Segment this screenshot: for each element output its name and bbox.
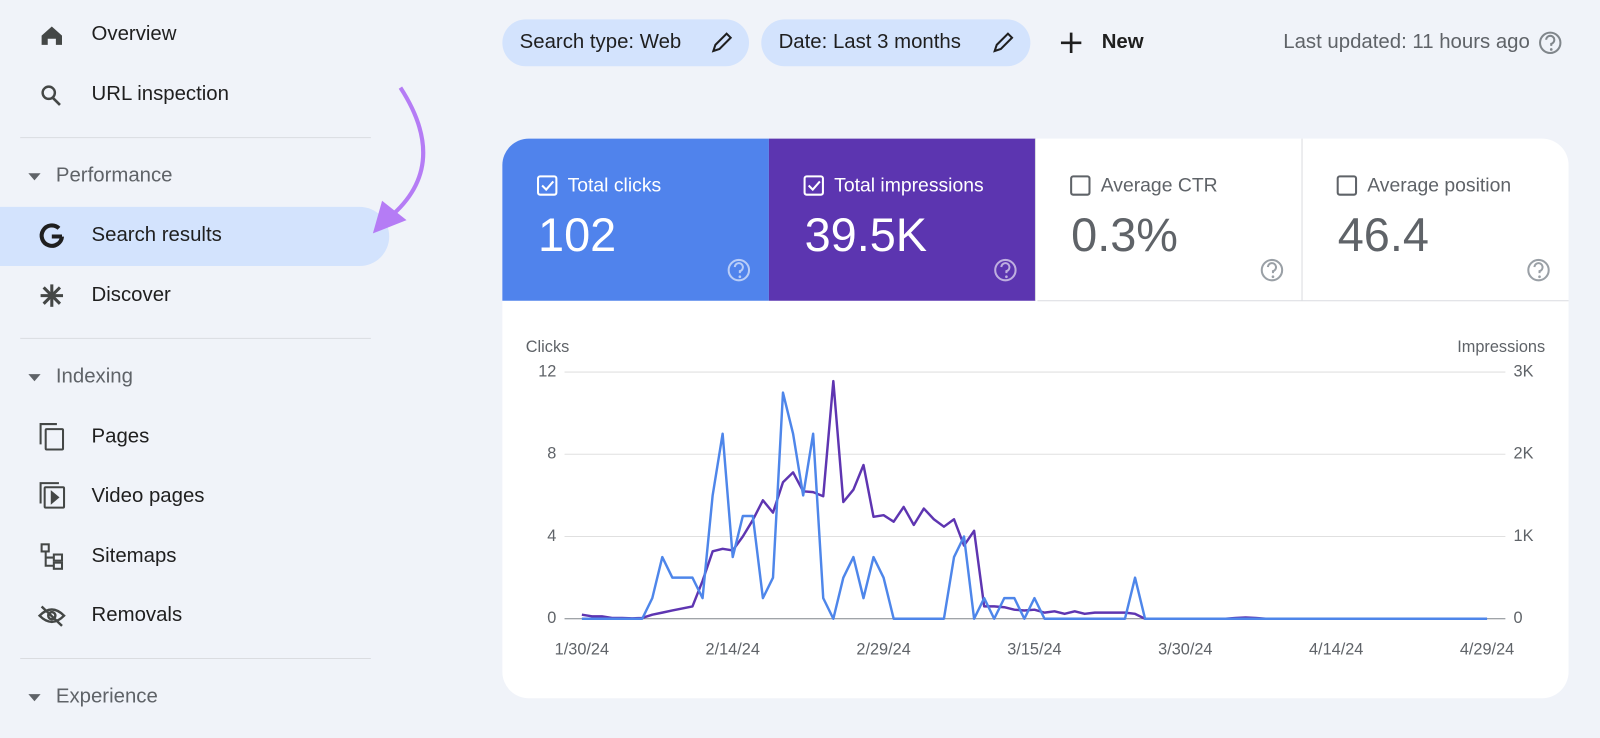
metric-tile[interactable] (502, 138, 769, 301)
search-icon (41, 85, 61, 106)
checkmark (541, 180, 555, 192)
nav-item[interactable]: Pages (92, 426, 150, 448)
nav-item[interactable]: Discover (92, 284, 171, 306)
help-icon (1538, 275, 1541, 279)
nav-item[interactable]: Removals (92, 604, 183, 626)
metric-value: 46.4 (1338, 209, 1429, 261)
nav-section[interactable]: Indexing (56, 366, 133, 388)
y2-tick-label: 3K (1514, 362, 1534, 380)
metric-tile[interactable] (768, 138, 1036, 301)
help-icon (727, 258, 751, 282)
help-icon (1271, 275, 1275, 279)
nav-section[interactable]: Performance (56, 165, 173, 187)
y2-tick-label: 1K (1514, 527, 1534, 545)
metric-label: Average position (1367, 175, 1511, 197)
y-tick-label: 8 (547, 445, 556, 463)
nav-section[interactable]: Experience (56, 686, 158, 708)
caret (28, 694, 41, 702)
y2-tick-label: 0 (1514, 609, 1523, 627)
caret (28, 374, 41, 382)
caret (28, 173, 41, 181)
series-line (581, 391, 1488, 620)
help-icon (994, 258, 1017, 282)
x-tick-label: 4/14/24 (1309, 641, 1363, 659)
help-icon (1260, 258, 1284, 282)
sidebar: Overview URL inspection Performance Sear… (0, 23, 390, 708)
discover-icon (40, 284, 64, 307)
nav-item[interactable]: URL inspection (92, 83, 229, 105)
checkbox[interactable] (1336, 175, 1358, 196)
checkbox[interactable] (1070, 175, 1091, 196)
metric-value: 0.3% (1071, 209, 1178, 261)
x-tick-label: 3/30/24 (1158, 641, 1212, 659)
metric-value: 39.5K (805, 209, 928, 261)
sitemap-icon (40, 543, 64, 570)
metric-label: Average CTR (1101, 175, 1218, 197)
x-tick-label: 3/15/24 (1007, 641, 1061, 659)
y-tick-label: 4 (547, 527, 556, 545)
metric-value: 102 (538, 209, 616, 261)
nav-item[interactable]: Overview (92, 23, 177, 45)
chart: Clicks Impressions 0 4 8 12 0 1K 2K 3K 1/30/24 2/… (526, 338, 1545, 659)
y-axis-label: Clicks (526, 338, 569, 356)
metric-label: Total clicks (568, 175, 662, 197)
help-icon (733, 262, 744, 274)
help-icon (1527, 258, 1550, 282)
toolbar: Search type: Web Date: Last 3 months New… (502, 19, 1562, 67)
selected-pill (0, 206, 390, 267)
nav-item[interactable]: Search results (92, 224, 222, 246)
metric-label: Total impressions (834, 175, 984, 197)
nav-item[interactable]: Sitemaps (92, 545, 177, 567)
help-icon (1266, 262, 1278, 274)
edit-icon (711, 32, 733, 53)
checkbox[interactable] (803, 175, 824, 196)
video-icon (39, 482, 66, 509)
filter-chip[interactable] (761, 19, 1031, 67)
annotation-arrow (372, 86, 426, 234)
home-icon (41, 26, 62, 45)
help-icon[interactable] (1539, 31, 1562, 55)
x-tick-label: 1/30/24 (555, 641, 609, 659)
checkmark (807, 180, 821, 192)
chip-label: Search type: Web (520, 31, 682, 53)
google-icon (39, 223, 65, 248)
nav-item[interactable]: Video pages (92, 485, 205, 507)
metric-tiles: Total clicks 102 Total impressions 39.5K Ave… (502, 138, 1569, 302)
plus-icon (1060, 32, 1082, 54)
checkbox[interactable] (537, 175, 558, 196)
x-tick-label: 2/14/24 (706, 641, 760, 659)
help-icon (738, 275, 742, 279)
x-tick-label: 4/29/24 (1460, 641, 1514, 659)
x-tick-label: 2/29/24 (856, 641, 910, 659)
chip-label: Date: Last 3 months (779, 31, 961, 53)
pages-icon (39, 423, 65, 451)
last-updated: Last updated: 11 hours ago (1283, 31, 1530, 53)
y2-tick-label: 2K (1514, 445, 1534, 463)
edit-icon (993, 32, 1014, 53)
removals-icon (37, 605, 66, 627)
new-button[interactable]: New (1102, 31, 1144, 53)
y2-axis-label: Impressions (1457, 338, 1545, 356)
help-icon (1005, 275, 1008, 279)
help-icon (1533, 262, 1544, 274)
help-icon (1000, 262, 1011, 274)
filter-chip[interactable] (502, 19, 750, 67)
y-tick-label: 12 (538, 362, 556, 380)
y-tick-label: 0 (547, 609, 556, 627)
